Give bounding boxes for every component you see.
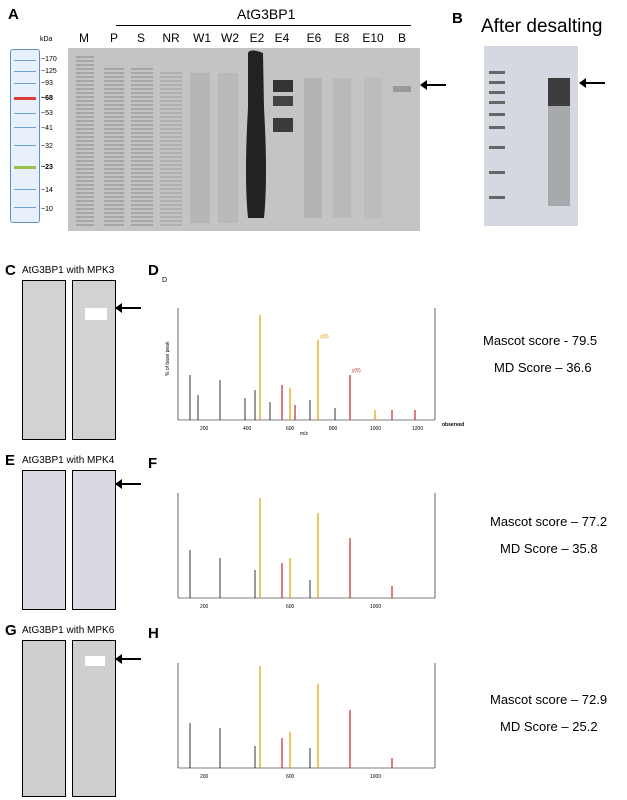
marker-32: ~32 [41, 143, 53, 150]
target-band-arrow-c [115, 303, 141, 313]
lane-w1: W1 [193, 31, 211, 45]
caption-mpk6: AtG3BP1 with MPK6 [22, 625, 115, 636]
tick-400: 400 [243, 426, 252, 432]
excised-band [85, 308, 107, 320]
lane-nr: NR [162, 31, 180, 45]
gel-a [68, 48, 420, 231]
after-desalting-title: After desalting [481, 16, 603, 37]
seq-residue: D [162, 277, 167, 284]
lane-m: M [79, 31, 89, 45]
target-band-arrow-e [115, 479, 141, 489]
md-score-mpk4: MD Score – 35.8 [500, 541, 598, 556]
target-band-arrow-a [420, 80, 446, 90]
ion-y9: y(9) [352, 368, 361, 374]
legend-observed: observed [442, 422, 464, 428]
tick-1000: 1000 [370, 604, 381, 610]
target-band-arrow-g [115, 654, 141, 664]
mascot-score-mpk6: Mascot score – 72.9 [490, 692, 608, 707]
panel-label-f: F [148, 455, 158, 472]
tick-200: 200 [200, 426, 209, 432]
panel-label-d: D [148, 262, 159, 279]
lane-e6: E6 [306, 31, 322, 45]
tick-200: 200 [200, 774, 209, 780]
panel-label-a: A [8, 6, 19, 23]
panel-label-b: B [452, 10, 463, 27]
tick-600: 600 [286, 774, 295, 780]
tick-1000: 1000 [370, 774, 381, 780]
lane-p: P [109, 31, 118, 45]
mascot-score-mpk4: Mascot score – 77.2 [490, 514, 608, 529]
lane-e2: E2 [249, 31, 265, 45]
construct-label: AtG3BP1 [237, 6, 296, 22]
ylabel: % of base peak [165, 341, 171, 376]
marker-10: ~10 [41, 206, 53, 213]
tick-800: 800 [329, 426, 338, 432]
lane-e8: E8 [334, 31, 350, 45]
gel-e-left [22, 470, 66, 610]
marker-125: ~125 [41, 68, 57, 75]
gel-c-left [22, 280, 66, 440]
gel-c-right [72, 280, 116, 440]
caption-mpk4: AtG3BP1 with MPK4 [22, 455, 115, 466]
marker-23: ~23 [41, 164, 53, 171]
tick-600: 600 [286, 426, 295, 432]
md-score-mpk3: MD Score – 36.6 [494, 360, 592, 375]
tick-1000: 1000 [370, 426, 381, 432]
lane-b: B [397, 31, 406, 45]
gel-g-right [72, 640, 116, 797]
marker-14: ~14 [41, 187, 53, 194]
lane-labels: M P S NR W1 W2 E2 E4 E6 E8 E10 B [68, 31, 420, 47]
panel-label-h: H [148, 625, 159, 642]
spectrum-d: D % of base peak m/z observed 200 400 60… [160, 270, 480, 445]
marker-93: ~93 [41, 80, 53, 87]
construct-bracket [116, 25, 411, 26]
caption-mpk3: AtG3BP1 with MPK3 [22, 265, 115, 276]
gel-b [484, 46, 578, 226]
lane-w2: W2 [221, 31, 239, 45]
gel-e-right [72, 470, 116, 610]
spectrum-f: 200 600 1000 [160, 458, 480, 623]
kda-label: kDa [40, 36, 53, 43]
mascot-score-mpk3: Mascot score - 79.5 [483, 333, 598, 348]
tick-600: 600 [286, 604, 295, 610]
spectrum-h: 200 600 1000 [160, 628, 480, 793]
md-score-mpk6: MD Score – 25.2 [500, 719, 598, 734]
lane-s: S [136, 31, 145, 45]
target-band-arrow-b [579, 78, 605, 88]
marker-170: ~170 [41, 56, 57, 63]
lane-e10: E10 [362, 31, 384, 45]
marker-68: ~68 [41, 95, 53, 102]
panel-label-e: E [5, 452, 16, 469]
xlabel: m/z [300, 431, 309, 437]
panel-label-c: C [5, 262, 16, 279]
protein-ladder [10, 49, 40, 223]
tick-200: 200 [200, 604, 209, 610]
marker-53: ~53 [41, 110, 53, 117]
gel-g-left [22, 640, 66, 797]
excised-band [85, 656, 105, 666]
panel-label-g: G [5, 622, 17, 639]
marker-41: ~41 [41, 125, 53, 132]
tick-1200: 1200 [412, 426, 423, 432]
ion-y8: y(8) [320, 334, 329, 340]
lane-e4: E4 [274, 31, 290, 45]
